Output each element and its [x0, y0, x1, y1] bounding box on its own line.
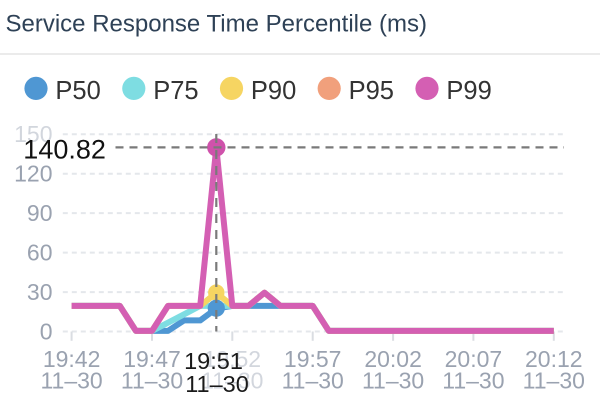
svg-text:11–30: 11–30 [201, 368, 263, 394]
svg-text:11–30: 11–30 [362, 368, 424, 394]
svg-text:19:51: 19:51 [184, 348, 243, 374]
svg-text:P90: P90 [251, 77, 296, 105]
svg-text:P99: P99 [446, 77, 491, 105]
svg-text:11–30: 11–30 [523, 368, 585, 394]
svg-text:20:07: 20:07 [445, 346, 503, 372]
svg-text:Service Response Time Percenti: Service Response Time Percentile (ms) [6, 11, 427, 38]
svg-text:150: 150 [14, 121, 52, 147]
svg-text:120: 120 [14, 161, 52, 187]
svg-text:30: 30 [27, 279, 53, 305]
svg-text:P95: P95 [349, 77, 394, 105]
svg-text:11–30: 11–30 [185, 371, 249, 397]
svg-text:P50: P50 [55, 77, 100, 105]
svg-text:P75: P75 [153, 77, 198, 105]
svg-text:11–30: 11–30 [40, 368, 102, 394]
svg-text:19:42: 19:42 [43, 346, 101, 372]
svg-text:140.82: 140.82 [23, 135, 106, 165]
svg-text:19:47: 19:47 [123, 346, 181, 372]
svg-text:0: 0 [40, 319, 53, 345]
svg-text:90: 90 [27, 200, 53, 226]
svg-text:11–30: 11–30 [282, 368, 344, 394]
svg-text:60: 60 [27, 240, 53, 266]
svg-text:19:52: 19:52 [204, 346, 262, 372]
svg-text:11–30: 11–30 [442, 368, 504, 394]
svg-text:20:12: 20:12 [525, 346, 583, 372]
svg-text:11–30: 11–30 [121, 368, 183, 394]
svg-text:20:02: 20:02 [364, 346, 422, 372]
svg-text:19:57: 19:57 [284, 346, 342, 372]
